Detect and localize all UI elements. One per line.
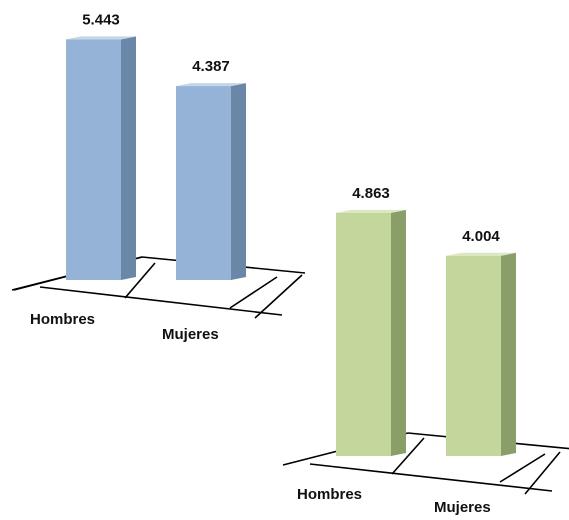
- chart-1-category-label-mujeres: Mujeres: [162, 326, 219, 343]
- chart-2-bar-hombres: [336, 209, 406, 456]
- bar-front-face: [176, 86, 231, 280]
- chart-1-bar-mujeres: [176, 83, 246, 280]
- chart-1-floor-line-5: [229, 276, 278, 309]
- chart-2-floor-line-5: [309, 463, 553, 492]
- chart-2-floor-line-3: [391, 437, 425, 475]
- chart-1-group: 5.443 Hombres 4.387 Mujeres: [11, 11, 306, 343]
- chart-2-value-label-hombres: 4.863: [352, 185, 390, 202]
- bar-front-face: [66, 39, 121, 280]
- chart-1-bar-hombres: [66, 36, 136, 280]
- chart-2-floor-line-6: [524, 451, 561, 495]
- chart-1-value-label-mujeres: 4.387: [192, 58, 230, 75]
- bar-top-face: [446, 252, 516, 256]
- chart-1-floor-line-4: [124, 262, 156, 299]
- bar-front-face: [446, 255, 501, 456]
- bar-top-face: [66, 36, 136, 40]
- chart-2-value-label-mujeres: 4.004: [462, 228, 500, 245]
- bar-top-face: [336, 209, 406, 213]
- chart-2-floor-line-4: [499, 453, 546, 483]
- bar-front-face: [336, 212, 391, 456]
- chart-1-floor-line-7: [254, 274, 303, 319]
- chart-1-value-label-hombres: 5.443: [82, 11, 120, 28]
- bar-side-face: [391, 209, 406, 456]
- chart-1-category-label-hombres: Hombres: [30, 311, 95, 328]
- chart-2-bar-mujeres: [446, 252, 516, 456]
- bar-top-face: [176, 83, 246, 87]
- bar-side-face: [501, 252, 516, 456]
- bar-side-face: [231, 83, 246, 280]
- chart-1-floor-line-6: [39, 286, 283, 316]
- chart-2-category-label-mujeres: Mujeres: [434, 499, 491, 515]
- bar-side-face: [121, 36, 136, 280]
- chart-2-category-label-hombres: Hombres: [297, 486, 362, 503]
- chart-2-group: 4.863 Hombres 4.004 Mujeres: [282, 185, 569, 516]
